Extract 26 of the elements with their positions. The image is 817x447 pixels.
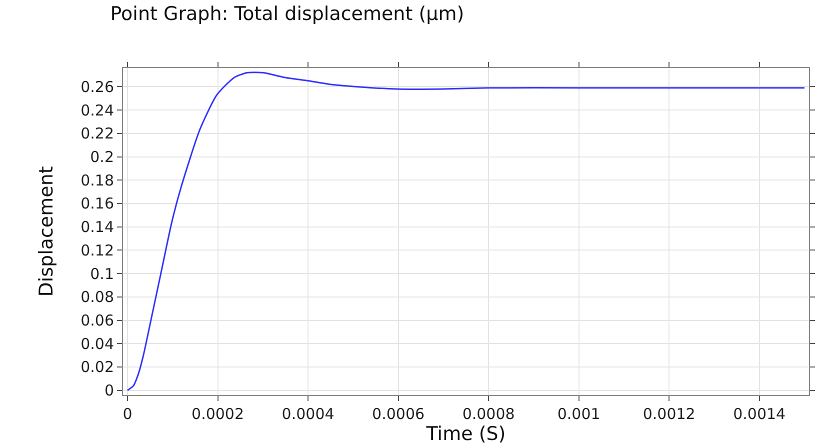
x-tick-label: 0.0014 bbox=[733, 405, 786, 423]
x-tick-label: 0.0002 bbox=[192, 405, 244, 423]
y-tick-label: 0.18 bbox=[80, 171, 114, 190]
y-tick-label: 0.22 bbox=[80, 124, 114, 143]
y-tick-label: 0.04 bbox=[80, 334, 114, 353]
y-tick-label: 0.02 bbox=[80, 358, 114, 376]
x-tick-label: 0.001 bbox=[557, 405, 600, 423]
x-tick-label: 0 bbox=[122, 405, 132, 423]
y-tick-label: 0.1 bbox=[90, 264, 114, 283]
x-tick-label: 0.0008 bbox=[462, 405, 515, 423]
line-series bbox=[126, 72, 806, 392]
y-tick-label: 0 bbox=[104, 382, 114, 400]
y-tick-label: 0.08 bbox=[80, 288, 114, 306]
y-axis-title: Displacement bbox=[35, 166, 58, 297]
y-tick-label: 0.06 bbox=[80, 312, 114, 330]
chart-title: Point Graph: Total displacement (µm) bbox=[110, 3, 464, 26]
y-tick-label: 0.2 bbox=[90, 148, 114, 166]
x-tick-label: 0.0012 bbox=[642, 405, 696, 423]
y-tick-label: 0.16 bbox=[80, 194, 114, 213]
x-tick-label: 0.0006 bbox=[372, 405, 425, 423]
y-tick-label: 0.12 bbox=[80, 241, 114, 260]
y-tick-label: 0.26 bbox=[80, 78, 114, 96]
y-tick-label: 0.14 bbox=[80, 218, 114, 236]
x-tick-label: 0.0004 bbox=[282, 405, 334, 423]
x-axis-title: Time (S) bbox=[425, 423, 506, 445]
y-tick-label: 0.24 bbox=[80, 101, 114, 120]
